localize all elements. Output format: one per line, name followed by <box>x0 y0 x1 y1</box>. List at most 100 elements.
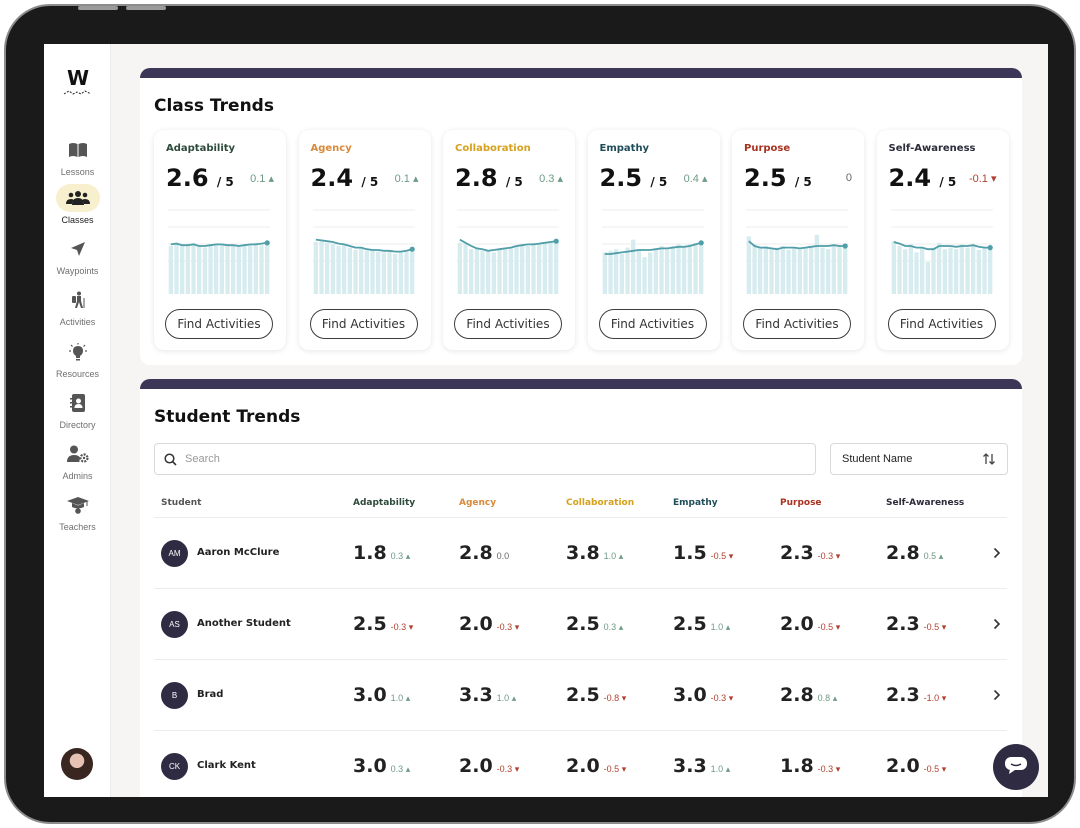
delta-value: 0.1 <box>394 173 410 185</box>
sidebar-item-classes[interactable]: Classes <box>44 184 111 225</box>
sparkline-bar <box>763 246 768 294</box>
score-cell: 1.8 0.3 ▴ <box>353 542 410 564</box>
score-value: 2.8 <box>459 542 493 564</box>
sparkline-bar <box>769 249 774 294</box>
sidebar-item-label: Teachers <box>59 522 96 532</box>
trend-sparkline <box>890 209 993 294</box>
trend-card-adaptability: Adaptability 2.6 / 5 0.1 ▴ Find Activities <box>154 130 286 350</box>
logo-path-icon <box>63 90 91 95</box>
book-icon <box>56 136 100 164</box>
score-cell: 3.3 1.0 ▴ <box>673 755 730 777</box>
score-delta: 0.5 ▴ <box>924 551 944 561</box>
sparkline-bar <box>664 247 669 294</box>
sparkline-end-point <box>264 240 270 246</box>
sparkline-end-point <box>987 245 993 251</box>
sparkline-bar <box>214 243 219 294</box>
delta-value: -0.3 <box>710 693 727 703</box>
column-header[interactable]: Collaboration <box>566 498 635 508</box>
find-activities-button[interactable]: Find Activities <box>454 309 562 339</box>
sparkline-bar <box>826 249 831 294</box>
column-header[interactable]: Empathy <box>673 498 718 508</box>
score-value: 2.4 <box>310 164 354 192</box>
sparkline-end-point <box>553 238 559 244</box>
caret-down-icon: ▾ <box>406 622 414 632</box>
table-row[interactable]: AM Aaron McClure 1.8 0.3 ▴ 2.8 0.0 3.8 1.0 ▴ 1.5… <box>154 517 1007 588</box>
sparkline-bar <box>463 244 468 294</box>
sidebar-item-resources[interactable]: Resources <box>44 338 111 379</box>
sidebar-item-admins[interactable]: Admins <box>44 440 111 481</box>
find-activities-button[interactable]: Find Activities <box>743 309 851 339</box>
hiker-icon <box>56 286 100 314</box>
table-row[interactable]: AS Another Student 2.5 -0.3 ▾ 2.0 -0.3 ▾ 2.5 0.… <box>154 588 1007 659</box>
sidebar-item-teachers[interactable]: Teachers <box>44 491 111 532</box>
find-activities-button[interactable]: Find Activities <box>165 309 273 339</box>
user-avatar[interactable] <box>61 748 93 780</box>
user-gear-icon <box>56 440 100 468</box>
sparkline-bar <box>219 244 224 294</box>
student-avatar: AM <box>161 540 188 567</box>
sidebar-item-directory[interactable]: Directory <box>44 389 111 430</box>
delta-value: -0.3 <box>496 622 513 632</box>
trend-card-delta: 0.3 ▴ <box>539 172 563 185</box>
chevron-right-icon[interactable] <box>993 546 1001 564</box>
student-avatar: B <box>161 682 188 709</box>
app-logo[interactable]: W <box>44 66 111 96</box>
class-trends-title: Class Trends <box>154 96 274 116</box>
sidebar-item-activities[interactable]: Activities <box>44 286 111 327</box>
sparkline-bar <box>647 252 652 294</box>
sparkline-bar <box>341 244 346 294</box>
score-delta: -0.3 ▾ <box>818 764 841 774</box>
caret-down-icon: ▾ <box>833 622 841 632</box>
sparkline-bar <box>225 246 230 294</box>
sparkline-bar <box>942 249 947 294</box>
sparkline-bar <box>758 247 763 294</box>
sort-select-value: Student Name <box>842 453 913 465</box>
caret-up-icon: ▴ <box>509 693 517 703</box>
score-delta: -0.5 ▾ <box>818 622 841 632</box>
delta-value: -0.3 <box>817 764 834 774</box>
score-cell: 2.5 -0.8 ▾ <box>566 684 626 706</box>
column-header[interactable]: Student <box>161 498 202 508</box>
hardware-button <box>78 6 118 10</box>
table-row[interactable]: CK Clark Kent 3.0 0.3 ▴ 2.0 -0.3 ▾ 2.0 -0.5 ▾ 3.… <box>154 730 1007 797</box>
sparkline-bar <box>542 242 547 294</box>
sparkline-bar <box>202 247 207 294</box>
chevron-right-icon[interactable] <box>993 688 1001 706</box>
sparkline-bar <box>409 250 414 294</box>
sparkline-bar <box>313 242 318 294</box>
column-header[interactable]: Self-Awareness <box>886 498 965 508</box>
column-header[interactable]: Agency <box>459 498 497 508</box>
sort-select[interactable]: Student Name <box>830 443 1008 475</box>
column-header[interactable]: Purpose <box>780 498 822 508</box>
sparkline-bar <box>197 246 202 294</box>
chat-button[interactable] <box>993 744 1039 790</box>
trend-card-score: 2.8 / 5 <box>455 164 523 192</box>
contact-book-icon <box>56 389 100 417</box>
score-delta: 0.0 <box>497 551 510 561</box>
column-header[interactable]: Adaptability <box>353 498 416 508</box>
search-input[interactable]: Search <box>154 443 816 475</box>
find-activities-button[interactable]: Find Activities <box>309 309 418 339</box>
trend-card-name: Collaboration <box>455 143 531 154</box>
delta-value: 0.3 <box>390 764 404 774</box>
sparkline-bar <box>191 242 196 294</box>
sidebar-item-waypoints[interactable]: Waypoints <box>44 235 111 276</box>
chevron-right-icon[interactable] <box>993 617 1001 635</box>
score-delta: 1.0 ▴ <box>391 693 411 703</box>
class-trends-panel: Class Trends Adaptability 2.6 / 5 0.1 ▴ Fin… <box>140 68 1022 365</box>
student-avatar: AS <box>161 611 188 638</box>
caret-down-icon: ▾ <box>939 693 947 703</box>
sidebar-item-lessons[interactable]: Lessons <box>44 136 111 177</box>
sparkline-bar <box>248 243 253 294</box>
find-activities-button[interactable]: Find Activities <box>887 309 996 339</box>
sparkline-bar <box>908 244 913 294</box>
trend-card-score: 2.6 / 5 <box>166 164 234 192</box>
sparkline-bar <box>253 242 258 294</box>
delta-value: 0.1 <box>250 173 266 185</box>
find-activities-button[interactable]: Find Activities <box>598 309 707 339</box>
search-icon <box>164 453 177 471</box>
table-row[interactable]: B Brad 3.0 1.0 ▴ 3.3 1.0 ▴ 2.5 -0.8 ▾ 3.0 -0.3 ▾ 2… <box>154 659 1007 730</box>
sparkline-bar <box>692 242 698 294</box>
student-name: Another Student <box>197 618 291 629</box>
score-cell: 2.0 -0.3 ▾ <box>459 755 519 777</box>
